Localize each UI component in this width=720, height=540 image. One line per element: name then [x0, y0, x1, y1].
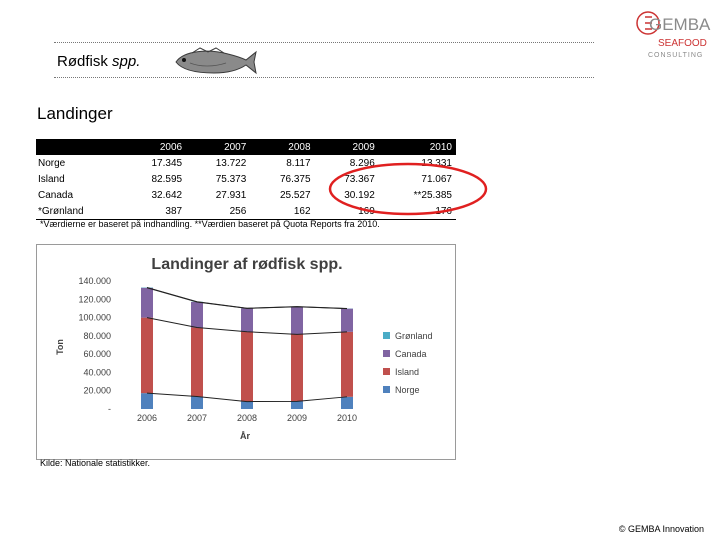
bar-segment [191, 327, 203, 397]
table-cell: 13.722 [215, 157, 247, 169]
table-header-cell: 2009 [314, 139, 379, 155]
table-cell: 32.642 [151, 189, 183, 201]
row-label: Norge [38, 157, 66, 169]
row-label: Island [38, 173, 65, 185]
logo-line1: GEMBA [649, 15, 711, 34]
table-row: Island 82.595 75.373 76.375 73.367 71.06… [36, 171, 456, 187]
top-divider [54, 42, 594, 43]
table-row: Canada 32.642 27.931 25.527 30.192 **25.… [36, 187, 456, 203]
table-header-row: 2006 2007 2008 2009 2010 [36, 139, 456, 155]
bar-segment [141, 287, 153, 318]
row-label: Canada [38, 189, 74, 201]
y-tick-label: 140.000 [78, 276, 111, 286]
species-name: Rødfisk [57, 53, 108, 70]
series-line [146, 287, 348, 310]
x-axis-label: År [240, 431, 250, 441]
table-cell: 73.367 [344, 173, 375, 185]
series-line [146, 392, 348, 403]
legend-label: Norge [395, 385, 420, 395]
logo-line2: SEAFOOD [658, 38, 707, 49]
table-footnote: *Værdierne er baseret på indhandling. **… [40, 219, 380, 229]
legend-swatch [383, 386, 390, 393]
table-header-cell: 2008 [250, 139, 315, 155]
table-cell: 82.595 [151, 173, 183, 185]
legend-label: Grønland [395, 331, 433, 341]
x-tick-label: 2009 [287, 413, 307, 423]
table-cell: **25.385 [413, 189, 452, 201]
table-cell: 8.117 [286, 157, 311, 169]
legend-swatch [383, 332, 390, 339]
bar-segment [341, 396, 353, 409]
legend-label: Island [395, 367, 419, 377]
y-tick-label: - [108, 404, 111, 414]
legend-label: Canada [395, 349, 427, 359]
chart-frame: Landinger af rødfisk spp. Ton År - 20.000… [36, 244, 456, 460]
bar-segment [241, 308, 253, 332]
y-tick-label: 80.000 [83, 331, 111, 341]
table-cell: 75.373 [215, 173, 247, 185]
bar-segment [191, 396, 203, 409]
bar-segment [141, 393, 153, 409]
logo-line3: CONSULTING [648, 52, 703, 59]
gemba-logo: GEMBA SEAFOOD CONSULTING [636, 11, 711, 59]
bar-segment [341, 308, 353, 332]
series-line [146, 317, 348, 335]
table-header-cell: 2007 [186, 139, 251, 155]
copyright: © GEMBA Innovation [618, 524, 704, 534]
section-heading: Landinger [37, 104, 113, 123]
bar-segment [291, 401, 303, 409]
table-cell: 17.345 [151, 157, 183, 169]
bar-segment [341, 331, 353, 397]
table-cell: 256 [186, 203, 251, 220]
table-header-cell: 2006 [121, 139, 187, 155]
stacked-bar-chart: Landinger af rødfisk spp. Ton År - 20.000… [55, 256, 433, 441]
y-tick-label: 120.000 [78, 294, 111, 304]
chart-title: Landinger af rødfisk spp. [151, 256, 342, 273]
y-tick-label: 40.000 [83, 367, 111, 377]
x-tick-label: 2007 [187, 413, 207, 423]
species-suffix: spp. [112, 53, 141, 70]
y-tick-label: 20.000 [83, 386, 111, 396]
table-row: Norge 17.345 13.722 8.117 8.296 13.331 [36, 155, 456, 171]
table-cell: 13.331 [421, 157, 452, 169]
series-line [146, 286, 348, 309]
table-cell: 27.931 [215, 189, 247, 201]
x-tick-label: 2006 [137, 413, 157, 423]
legend-swatch [383, 368, 390, 375]
y-tick-label: 60.000 [83, 349, 111, 359]
row-label: *Grønland [36, 203, 122, 220]
slide-title: Rødfisk spp. [57, 53, 140, 70]
source-note: Kilde: Nationale statistikker. [40, 458, 151, 468]
table-cell: 30.192 [344, 189, 375, 201]
table-cell: 71.067 [421, 173, 452, 185]
legend-swatch [383, 350, 390, 357]
bar-segment [291, 334, 303, 402]
bar-segment [291, 306, 303, 335]
bar-segment [241, 331, 253, 402]
table-cell: 25.527 [279, 189, 311, 201]
table-header-cell: 2010 [378, 139, 456, 155]
fish-illustration-icon [175, 47, 257, 75]
bar-segment [191, 302, 203, 328]
y-axis-label: Ton [55, 339, 65, 355]
bar-segment [141, 317, 153, 394]
table-cell: 387 [121, 203, 187, 220]
bottom-divider [54, 77, 594, 78]
x-tick-label: 2008 [237, 413, 257, 423]
table-cell: 8.296 [349, 157, 375, 169]
y-tick-label: 100.000 [78, 313, 111, 323]
bar-segment [241, 401, 253, 409]
landings-table: 2006 2007 2008 2009 2010 Norge 17.345 13… [36, 139, 456, 220]
table-cell: 76.375 [279, 173, 311, 185]
table-header-cell [36, 139, 122, 155]
x-tick-label: 2010 [337, 413, 357, 423]
table-cell: 162 [250, 203, 315, 220]
highlight-oval [328, 162, 488, 216]
